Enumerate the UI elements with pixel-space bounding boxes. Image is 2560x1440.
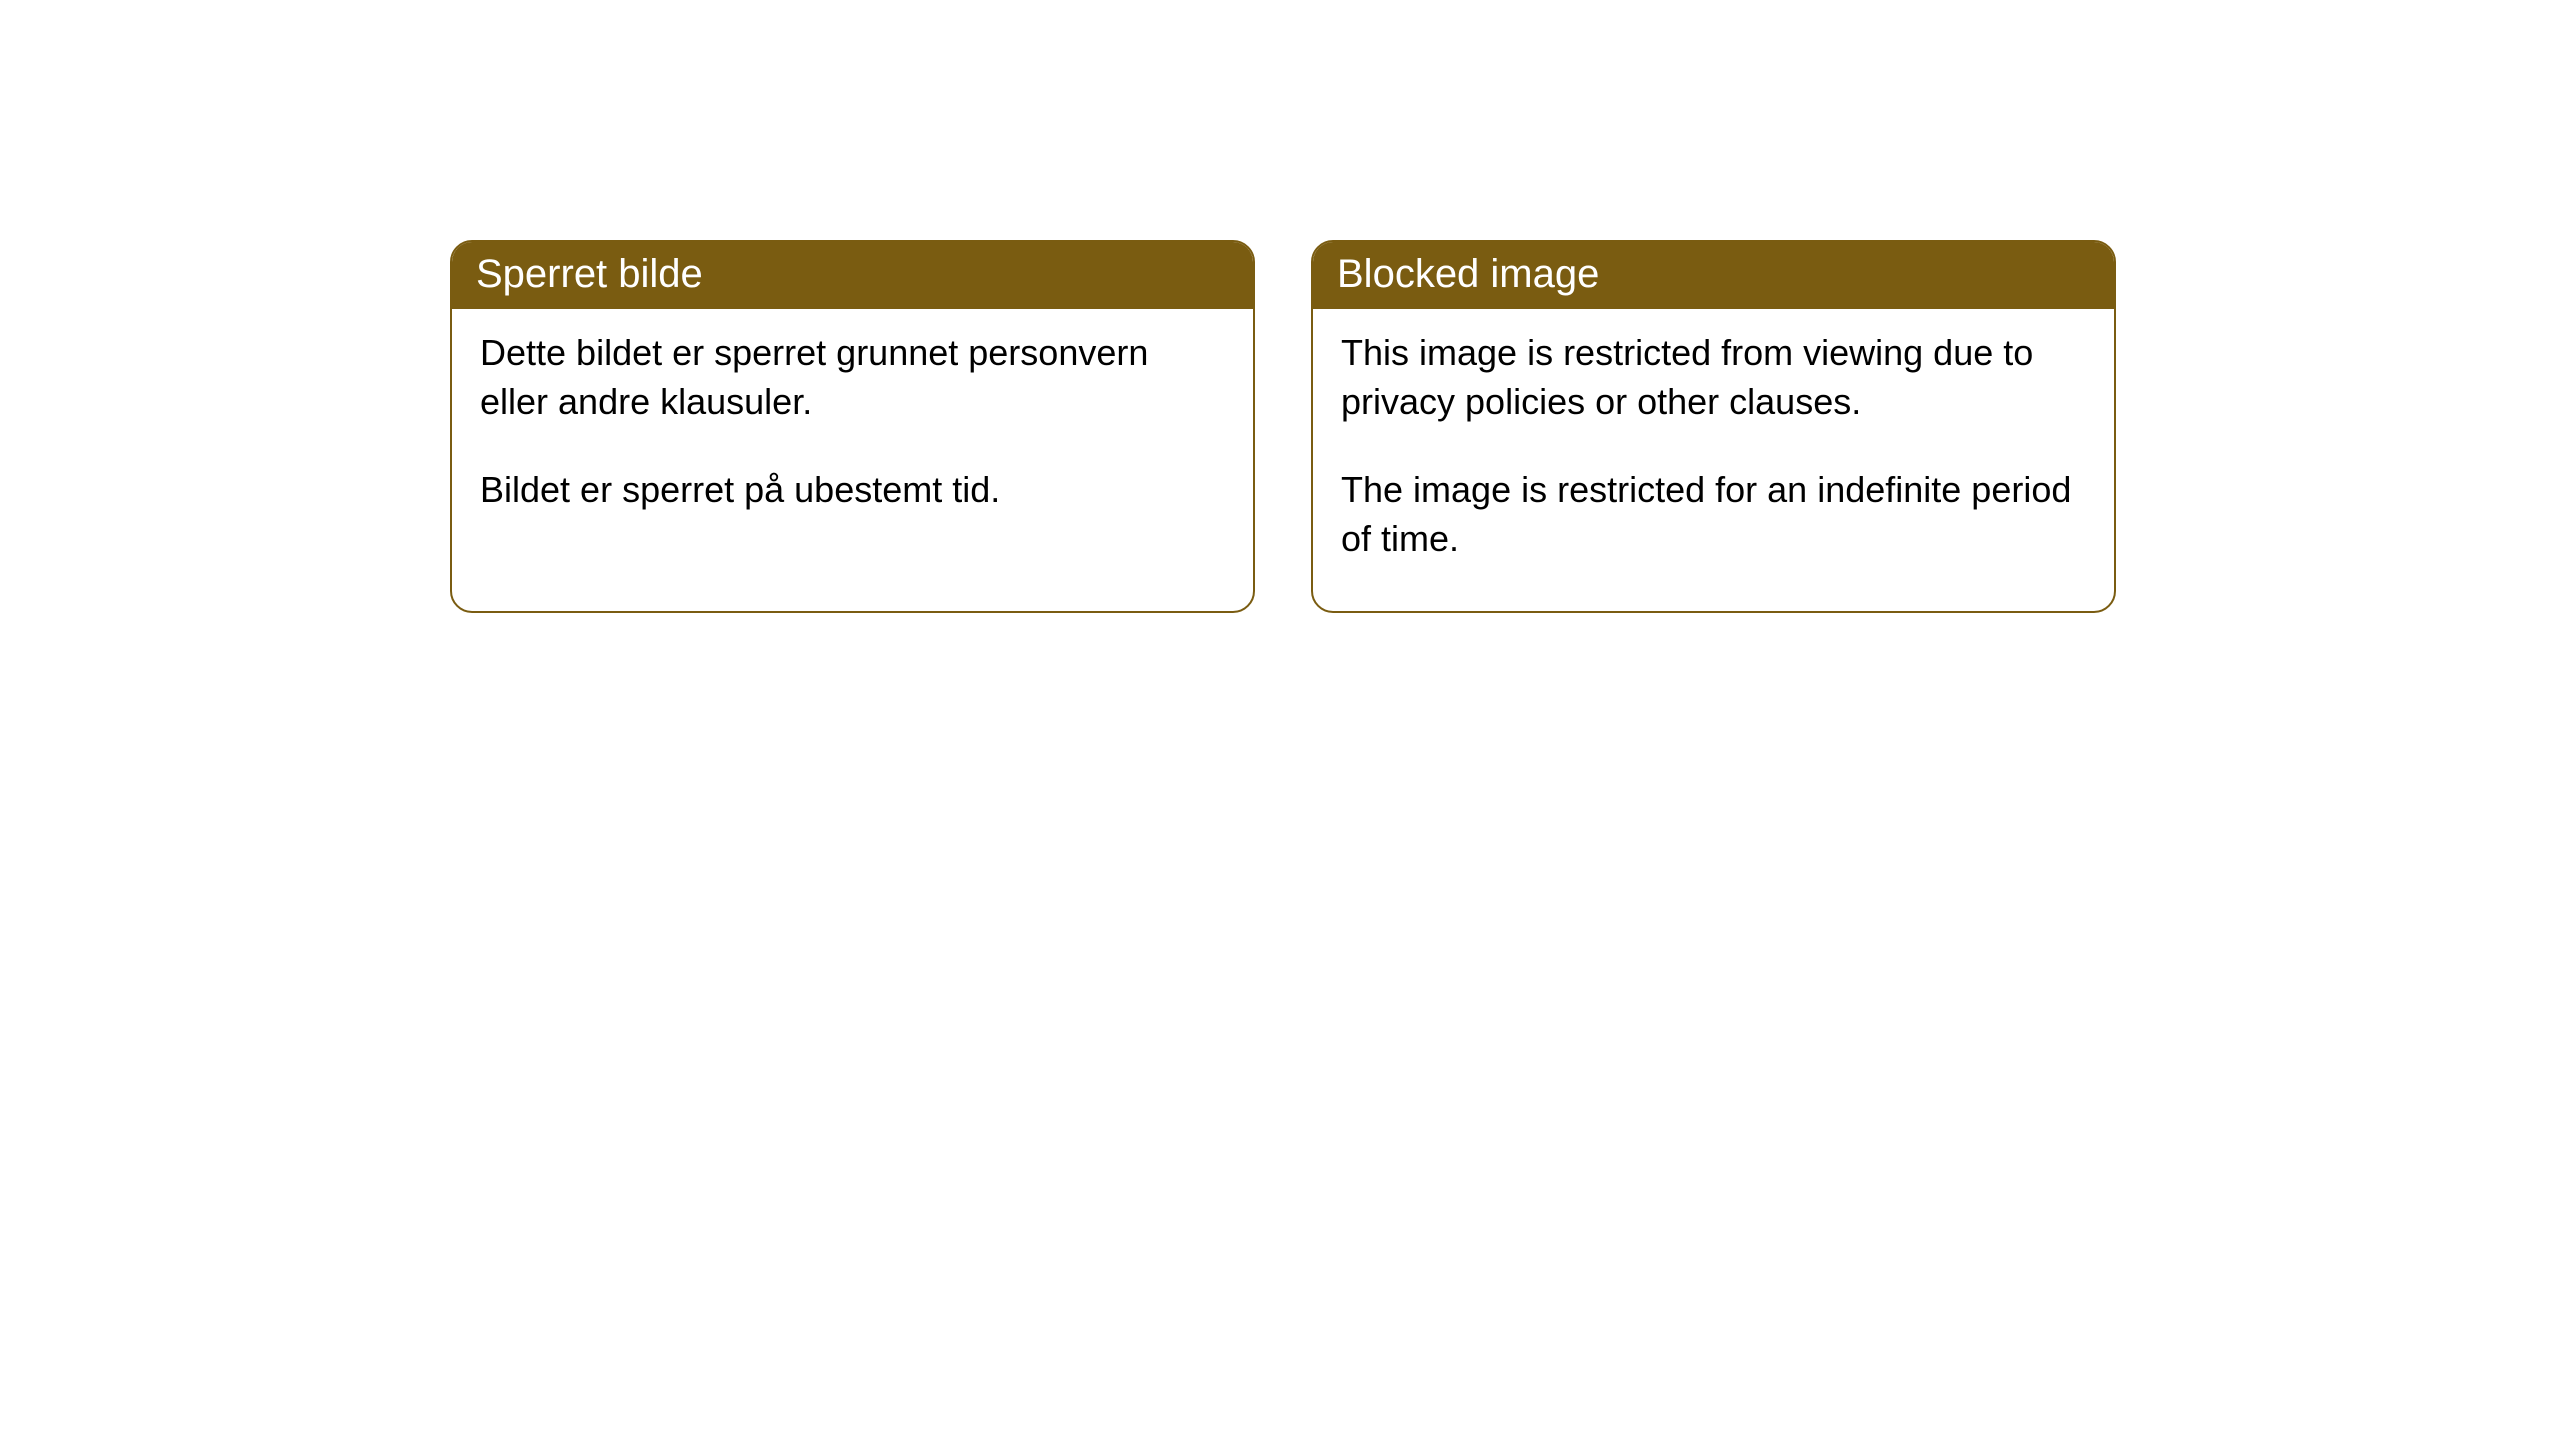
card-title: Sperret bilde (476, 252, 703, 296)
card-text-line: This image is restricted from viewing du… (1341, 329, 2086, 426)
card-body: Dette bildet er sperret grunnet personve… (452, 309, 1253, 563)
notice-card-english: Blocked image This image is restricted f… (1311, 240, 2116, 613)
card-header: Blocked image (1313, 242, 2114, 309)
notice-card-norwegian: Sperret bilde Dette bildet er sperret gr… (450, 240, 1255, 613)
card-header: Sperret bilde (452, 242, 1253, 309)
card-body: This image is restricted from viewing du… (1313, 309, 2114, 611)
card-title: Blocked image (1337, 252, 1599, 296)
card-text-line: The image is restricted for an indefinit… (1341, 466, 2086, 563)
notice-cards-container: Sperret bilde Dette bildet er sperret gr… (450, 240, 2116, 613)
card-text-line: Bildet er sperret på ubestemt tid. (480, 466, 1225, 515)
card-text-line: Dette bildet er sperret grunnet personve… (480, 329, 1225, 426)
